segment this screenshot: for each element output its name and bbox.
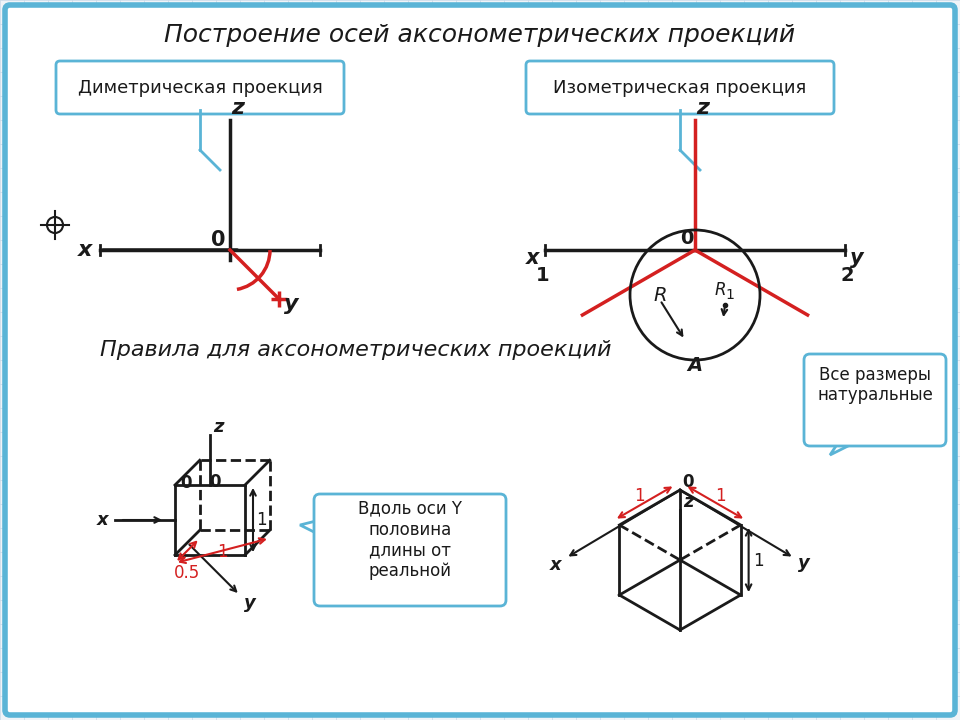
Text: R: R bbox=[653, 286, 667, 305]
Text: R: R bbox=[714, 281, 726, 299]
Text: x: x bbox=[550, 556, 562, 574]
Text: 0: 0 bbox=[180, 474, 191, 492]
Text: z: z bbox=[213, 418, 224, 436]
Text: y: y bbox=[799, 554, 810, 572]
Text: 0: 0 bbox=[683, 473, 694, 491]
Text: Все размеры
натуральные: Все размеры натуральные bbox=[817, 366, 933, 405]
Text: z: z bbox=[683, 493, 693, 511]
Text: Диметрическая проекция: Диметрическая проекция bbox=[78, 79, 323, 97]
Text: x: x bbox=[78, 240, 92, 260]
Text: 0: 0 bbox=[209, 473, 221, 491]
Text: 0.5: 0.5 bbox=[174, 564, 200, 582]
Text: Вдоль оси Y
половина
длины от
реальной: Вдоль оси Y половина длины от реальной bbox=[358, 500, 462, 580]
FancyBboxPatch shape bbox=[804, 354, 946, 446]
Text: 1: 1 bbox=[255, 511, 266, 529]
Text: Построение осей аксонометрических проекций: Построение осей аксонометрических проекц… bbox=[164, 23, 796, 47]
Text: A: A bbox=[687, 356, 703, 374]
Text: x: x bbox=[97, 511, 108, 529]
Text: 2: 2 bbox=[840, 266, 853, 284]
Text: x: x bbox=[526, 248, 540, 268]
Text: 0: 0 bbox=[211, 230, 226, 250]
Text: 0: 0 bbox=[681, 228, 694, 248]
Text: 1: 1 bbox=[726, 288, 734, 302]
Text: Правила для аксонометрических проекций: Правила для аксонометрических проекций bbox=[100, 340, 612, 360]
Text: 1: 1 bbox=[754, 552, 764, 570]
FancyBboxPatch shape bbox=[526, 61, 834, 114]
FancyBboxPatch shape bbox=[56, 61, 344, 114]
FancyBboxPatch shape bbox=[314, 494, 506, 606]
Text: y: y bbox=[851, 248, 864, 268]
Text: Изометрическая проекция: Изометрическая проекция bbox=[553, 79, 806, 97]
Text: 1: 1 bbox=[634, 487, 644, 505]
Text: 1: 1 bbox=[217, 544, 228, 562]
FancyBboxPatch shape bbox=[5, 5, 955, 715]
Text: 1: 1 bbox=[714, 487, 726, 505]
Text: z: z bbox=[231, 98, 245, 118]
Text: 1: 1 bbox=[537, 266, 550, 284]
Text: y: y bbox=[284, 294, 299, 315]
Text: z: z bbox=[697, 98, 709, 118]
Text: y: y bbox=[244, 594, 255, 612]
